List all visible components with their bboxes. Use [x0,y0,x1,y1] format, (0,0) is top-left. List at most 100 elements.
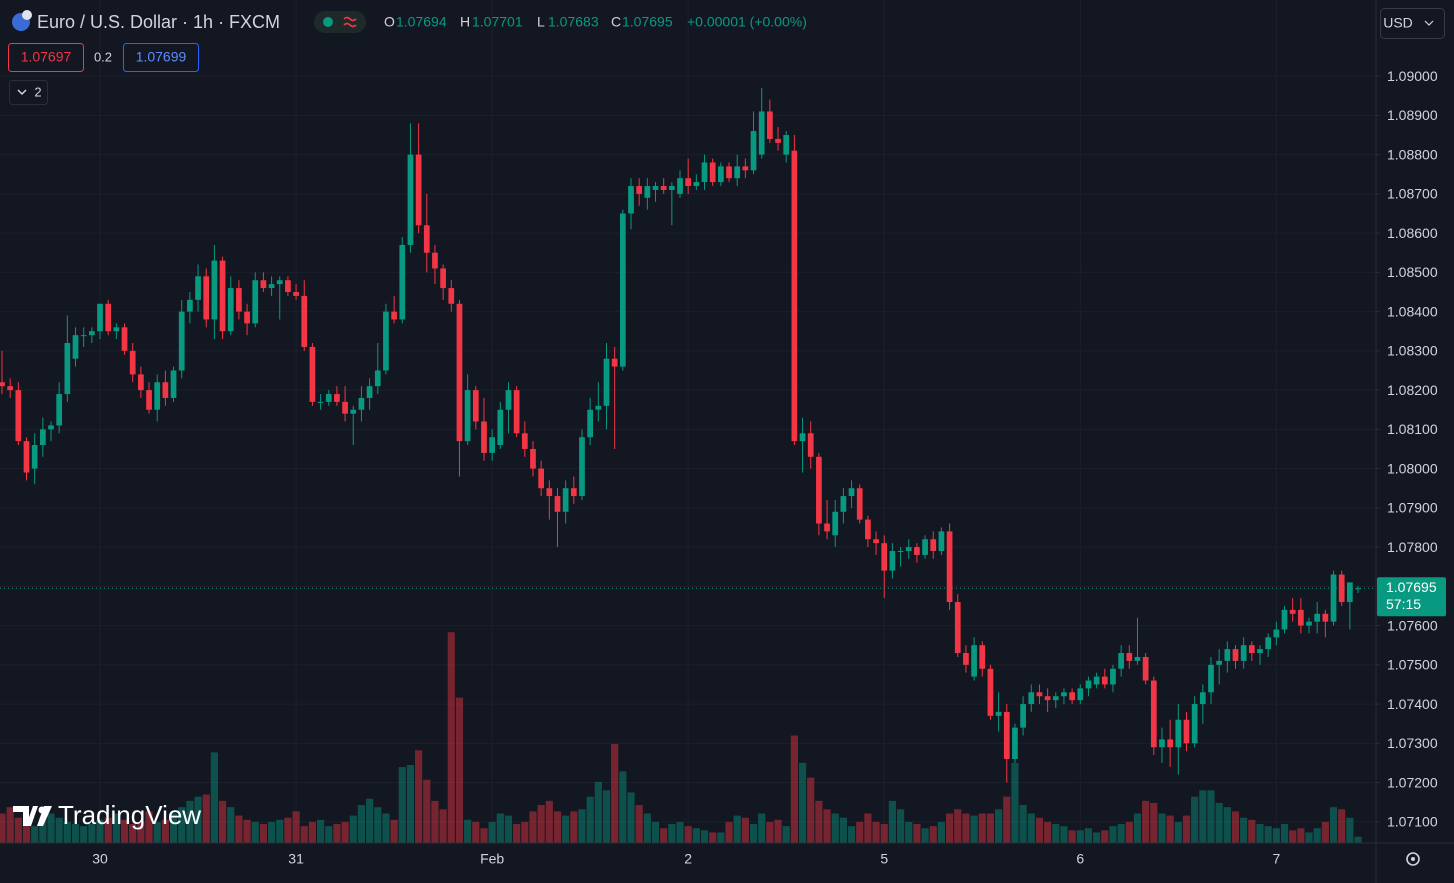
candle-body [1191,704,1198,744]
volume-bar [929,826,937,843]
currency-button[interactable] [1380,8,1445,39]
candle-body [1306,621,1312,626]
candle-body [987,668,994,716]
y-tick-label: 1.08000 [1387,460,1438,476]
volume-bar [1035,817,1044,843]
volume-bar [374,807,382,843]
candle-body [7,386,14,391]
volume-bar [218,800,227,843]
candle-body [554,496,561,512]
volume-bar [1003,796,1011,843]
ask-price: 1.07699 [136,49,187,65]
volume-bar [782,826,790,843]
volume-bar [292,811,300,843]
volume-bar [1199,790,1207,843]
volume-bar [31,826,39,843]
volume-bar [22,821,31,843]
candle-body [538,468,545,489]
candle-body [652,186,659,190]
volume-bar [153,821,161,843]
ohlc-value: 1.07683 [548,14,599,30]
sell-button[interactable] [8,43,84,72]
candle-body [791,150,798,442]
candle-body [1052,696,1059,701]
volume-bar [978,813,986,843]
indicators-toggle[interactable] [9,80,48,105]
x-tick-label: 31 [288,851,304,867]
volume-bar [962,813,970,843]
volume-bar [0,813,6,843]
x-tick-label: 7 [1272,851,1280,867]
candle-body [1118,653,1124,669]
indicators-count: 2 [34,84,41,99]
y-tick-label: 1.08900 [1387,107,1438,123]
candle-body [783,135,790,155]
candle-body [15,390,22,442]
volume-bar [325,826,333,843]
volume-bar [455,697,464,843]
volume-bar [758,813,766,843]
candle-body [1208,664,1214,693]
candle-body [448,288,455,304]
candle-body [914,547,920,555]
volume-bar [202,794,210,843]
y-tick-label: 1.07800 [1387,539,1438,555]
volume-bar [1191,796,1199,843]
volume-bar [741,817,749,843]
volume-bar [798,762,807,843]
candle-body [1028,692,1035,705]
volume-bar [823,809,831,843]
volume-bar [480,828,488,843]
candle-body [64,343,71,395]
volume-bar [1329,807,1338,843]
candle-body [236,288,242,312]
candle-body [611,358,618,367]
volume-bar [398,767,406,843]
settings-icon[interactable] [1406,852,1420,866]
volume-bar [308,821,317,843]
candle-body [1183,719,1190,744]
candle-body [489,437,495,453]
volume-bar [586,796,594,843]
candle-body [31,445,38,469]
candle-body [415,154,422,226]
volume-bar [1142,800,1150,843]
volume-bar [300,826,308,843]
candle-body [1216,660,1223,665]
candle-body [350,409,357,414]
volume-bar [39,817,47,843]
candle-body [195,276,201,300]
spread: 0.2 [94,49,112,64]
candle-body [799,433,806,442]
buy-button[interactable] [123,43,199,72]
status-pill[interactable] [314,11,366,33]
volume-bar [1223,807,1231,843]
volume-bar [1150,802,1158,843]
volume-bar [717,832,725,843]
volume-bar [194,796,202,843]
candle-body [1069,692,1075,701]
y-tick-label: 1.07300 [1387,735,1438,751]
volume-bar [594,781,602,843]
y-tick-label: 1.08300 [1387,343,1438,359]
candle-body [187,299,193,312]
volume-bar [619,771,627,843]
currency: USD [1383,15,1413,31]
volume-bar [880,824,888,843]
volume-bar [839,817,847,843]
candle-body [268,284,275,289]
candle-body [309,346,316,402]
volume-bar [774,819,782,843]
candle-body [734,166,741,179]
volume-bar [366,798,374,843]
volume-bar [1093,832,1101,843]
volume-bar [1068,830,1076,843]
y-tick-label: 1.08100 [1387,421,1438,437]
y-tick-label: 1.08600 [1387,225,1438,241]
volume-bar [529,811,537,843]
volume-bar [513,824,521,843]
candle-body [170,370,177,398]
volume-pane [0,632,1362,843]
candle-body [546,488,553,497]
